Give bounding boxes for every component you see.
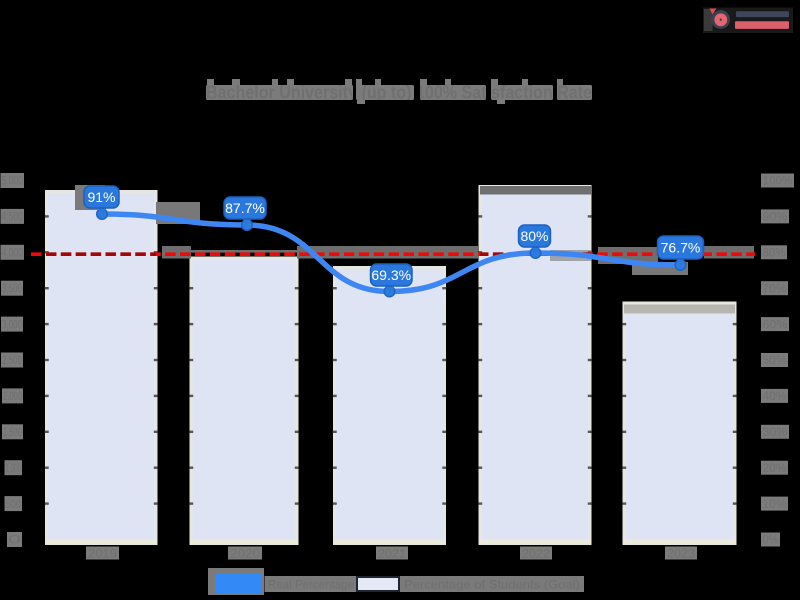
svg-text:30%: 30% (763, 427, 788, 439)
svg-text:69.3%: 69.3% (371, 267, 411, 283)
svg-text:0: 0 (8, 535, 21, 547)
svg-text:0%: 0% (763, 535, 779, 547)
svg-text:60%: 60% (763, 319, 788, 331)
svg-text:Percentage of Students (Goal): Percentage of Students (Goal) (404, 578, 580, 592)
svg-text:76.7%: 76.7% (661, 240, 701, 256)
svg-text:3,500: 3,500 (2, 283, 22, 295)
svg-text:40%: 40% (763, 391, 787, 403)
svg-text:70%: 70% (763, 283, 787, 295)
svg-text:80%: 80% (763, 248, 786, 260)
svg-text:2021: 2021 (378, 549, 406, 561)
svg-text:80%: 80% (520, 228, 548, 244)
svg-text:500: 500 (6, 499, 22, 511)
svg-text:1,000: 1,000 (6, 463, 22, 475)
svg-text:10%: 10% (763, 499, 787, 511)
svg-text:100%: 100% (763, 176, 793, 188)
svg-text:2022: 2022 (522, 549, 550, 561)
svg-text:2,500: 2,500 (2, 355, 22, 367)
svg-text:2023: 2023 (667, 549, 695, 561)
svg-text:20%: 20% (763, 463, 787, 475)
svg-text:Bachelor University (up to) 10: Bachelor University (up to) 100% Satisfa… (206, 83, 592, 103)
svg-text:91%: 91% (87, 189, 115, 205)
svg-text:50%: 50% (763, 355, 787, 367)
svg-text:2019: 2019 (88, 549, 117, 561)
svg-text:5,000: 5,000 (2, 176, 24, 188)
svg-text:90%: 90% (763, 212, 788, 224)
svg-text:2,000: 2,000 (3, 391, 22, 403)
svg-text:1,500: 1,500 (3, 427, 22, 439)
svg-text:Real Percentage: Real Percentage (268, 578, 354, 592)
svg-text:2020: 2020 (230, 549, 260, 561)
svg-text:4,500: 4,500 (2, 212, 24, 224)
svg-text:3,000: 3,000 (2, 319, 22, 331)
svg-text:87.7%: 87.7% (225, 200, 265, 216)
svg-text:4,000: 4,000 (2, 248, 24, 260)
